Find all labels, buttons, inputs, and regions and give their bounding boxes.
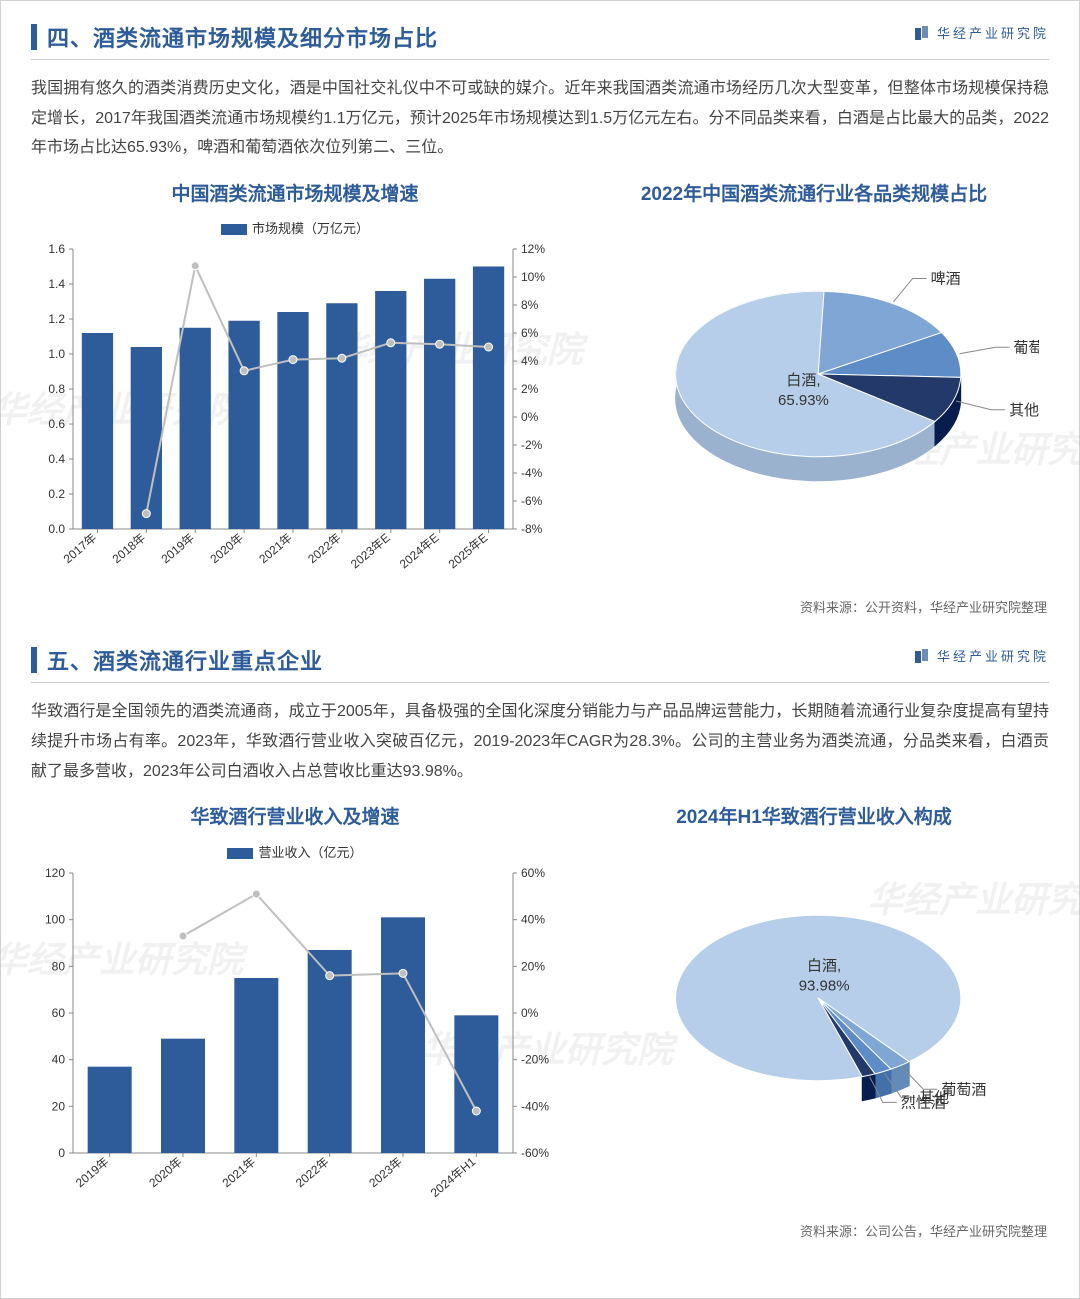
- svg-text:0: 0: [58, 1146, 65, 1160]
- chart1-panel: 中国酒类流通市场规模及增速 市场规模（万亿元） 0.0 0.2 0.4 0.6 0.8 1…: [31, 181, 559, 588]
- svg-text:2023年: 2023年: [366, 1154, 405, 1190]
- pie1-svg: 白酒, 65.93% 啤酒葡萄酒其他: [579, 218, 1039, 518]
- section-5-heading: 五、酒类流通行业重点企业: [47, 644, 323, 676]
- svg-text:2018年: 2018年: [110, 531, 149, 567]
- section-4-paragraph: 我国拥有悠久的酒类消费历史文化，酒是中国社交礼仪中不可或缺的媒介。近年来我国酒类…: [31, 74, 1049, 163]
- pie1-title: 2022年中国酒类流通行业各品类规模占比: [579, 181, 1049, 209]
- chart1-svg: 0.0 0.2 0.4 0.6 0.8 1.0 1.2 1.4 1.6 -8% -6% -4% -2% 0…: [31, 243, 559, 587]
- svg-text:1.4: 1.4: [48, 277, 65, 291]
- svg-text:0%: 0%: [521, 1006, 539, 1020]
- svg-text:1.2: 1.2: [48, 312, 65, 326]
- section-4-header: 四、酒类流通市场规模及细分市场占比 华经产业研究院: [31, 21, 1049, 60]
- svg-text:2023年E: 2023年E: [348, 531, 393, 572]
- svg-text:80: 80: [52, 959, 66, 973]
- chart1-title: 中国酒类流通市场规模及增速: [31, 181, 559, 209]
- pie2-panel: 2024年H1华致酒行营业收入构成 白酒,93.98%葡萄酒其他烈性酒: [579, 804, 1049, 1211]
- chart2-panel: 华致酒行营业收入及增速 营业收入（亿元） 0 20 40 60 80 100 120 -60%…: [31, 804, 559, 1211]
- svg-text:12%: 12%: [521, 243, 545, 256]
- brand-logo-icon: [915, 649, 931, 663]
- svg-text:2021年: 2021年: [256, 531, 295, 567]
- svg-text:2025年E: 2025年E: [446, 531, 491, 572]
- svg-text:2020年: 2020年: [207, 531, 246, 567]
- svg-text:6%: 6%: [521, 326, 539, 340]
- brand-tag: 华经产业研究院: [915, 23, 1049, 42]
- svg-text:2019年: 2019年: [73, 1154, 112, 1190]
- svg-text:2017年: 2017年: [61, 531, 100, 567]
- chart2-title: 华致酒行营业收入及增速: [31, 804, 559, 832]
- svg-text:0%: 0%: [521, 410, 539, 424]
- heading-accent-bar: [31, 647, 37, 673]
- chart1-legend-label: 市场规模（万亿元）: [252, 221, 369, 236]
- svg-text:2024年E: 2024年E: [397, 531, 442, 572]
- svg-text:0.6: 0.6: [48, 417, 65, 431]
- brand-text: 华经产业研究院: [937, 646, 1049, 665]
- svg-text:2024年H1: 2024年H1: [428, 1154, 479, 1200]
- report-page: 华经产业研究院 华经产业研究院 华经产业研究院 华经产业研究院 华经产业研究院 …: [0, 0, 1080, 1299]
- chart2-legend-swatch: [227, 848, 253, 859]
- svg-text:-40%: -40%: [521, 1099, 549, 1113]
- svg-text:2022年: 2022年: [293, 1154, 332, 1190]
- chart2-legend: 营业收入（亿元）: [31, 842, 559, 861]
- svg-text:0.2: 0.2: [48, 487, 65, 501]
- svg-text:2%: 2%: [521, 382, 539, 396]
- svg-text:4%: 4%: [521, 354, 539, 368]
- svg-text:葡萄酒: 葡萄酒: [1013, 340, 1039, 357]
- chart2-svg: 0 20 40 60 80 100 120 -60% -40% -20% 0% 20% 40% 60% 20…: [31, 867, 559, 1211]
- svg-text:-60%: -60%: [521, 1146, 549, 1160]
- svg-text:2021年: 2021年: [220, 1154, 259, 1190]
- heading-accent-bar: [31, 24, 37, 50]
- svg-text:20%: 20%: [521, 959, 545, 973]
- svg-text:白酒,: 白酒,: [807, 957, 841, 974]
- svg-text:20: 20: [52, 1099, 66, 1113]
- svg-text:-8%: -8%: [521, 522, 543, 536]
- svg-text:0.8: 0.8: [48, 382, 65, 396]
- svg-text:120: 120: [45, 867, 65, 880]
- svg-text:10%: 10%: [521, 270, 545, 284]
- section-5-header: 五、酒类流通行业重点企业 华经产业研究院: [31, 644, 1049, 683]
- svg-text:100: 100: [45, 912, 65, 926]
- pie2-svg: 白酒,93.98%葡萄酒其他烈性酒: [579, 842, 1039, 1142]
- section-5-charts-row: 华致酒行营业收入及增速 营业收入（亿元） 0 20 40 60 80 100 120 -60%…: [31, 804, 1049, 1211]
- svg-text:2019年: 2019年: [159, 531, 198, 567]
- section-4-source: 资料来源：公开资料，华经产业研究院整理: [31, 597, 1047, 616]
- svg-text:40%: 40%: [521, 912, 545, 926]
- section-5-paragraph: 华致酒行是全国领先的酒类流通商，成立于2005年，具备极强的全国化深度分销能力与…: [31, 697, 1049, 786]
- svg-text:烈性酒: 烈性酒: [901, 1094, 946, 1111]
- svg-text:60: 60: [52, 1006, 66, 1020]
- svg-text:60%: 60%: [521, 867, 545, 880]
- chart1-legend: 市场规模（万亿元）: [31, 218, 559, 237]
- section-5-source: 资料来源：公司公告，华经产业研究院整理: [31, 1221, 1047, 1240]
- svg-text:65.93%: 65.93%: [778, 392, 829, 409]
- svg-text:0.4: 0.4: [48, 452, 65, 466]
- svg-text:其他: 其他: [1009, 402, 1039, 419]
- svg-text:1.6: 1.6: [48, 243, 65, 256]
- brand-logo-icon: [915, 26, 931, 40]
- svg-text:2020年: 2020年: [146, 1154, 185, 1190]
- pie2-title: 2024年H1华致酒行营业收入构成: [579, 804, 1049, 832]
- svg-text:啤酒: 啤酒: [931, 271, 961, 288]
- svg-text:93.98%: 93.98%: [799, 977, 850, 994]
- chart1-legend-swatch: [221, 224, 247, 235]
- svg-text:白酒,: 白酒,: [786, 372, 820, 389]
- brand-tag: 华经产业研究院: [915, 646, 1049, 665]
- section-4-heading: 四、酒类流通市场规模及细分市场占比: [47, 21, 438, 53]
- chart2-legend-label: 营业收入（亿元）: [258, 845, 362, 860]
- svg-text:-4%: -4%: [521, 466, 543, 480]
- svg-text:2022年: 2022年: [305, 531, 344, 567]
- svg-text:40: 40: [52, 1052, 66, 1066]
- brand-text: 华经产业研究院: [937, 23, 1049, 42]
- svg-text:1.0: 1.0: [48, 347, 65, 361]
- svg-text:-2%: -2%: [521, 438, 543, 452]
- svg-text:0.0: 0.0: [48, 522, 65, 536]
- section-4-charts-row: 中国酒类流通市场规模及增速 市场规模（万亿元） 0.0 0.2 0.4 0.6 0.8 1…: [31, 181, 1049, 588]
- svg-text:-20%: -20%: [521, 1052, 549, 1066]
- svg-text:-6%: -6%: [521, 494, 543, 508]
- svg-text:8%: 8%: [521, 298, 539, 312]
- pie1-panel: 2022年中国酒类流通行业各品类规模占比 白酒, 65.93% 啤酒葡萄酒其他: [579, 181, 1049, 588]
